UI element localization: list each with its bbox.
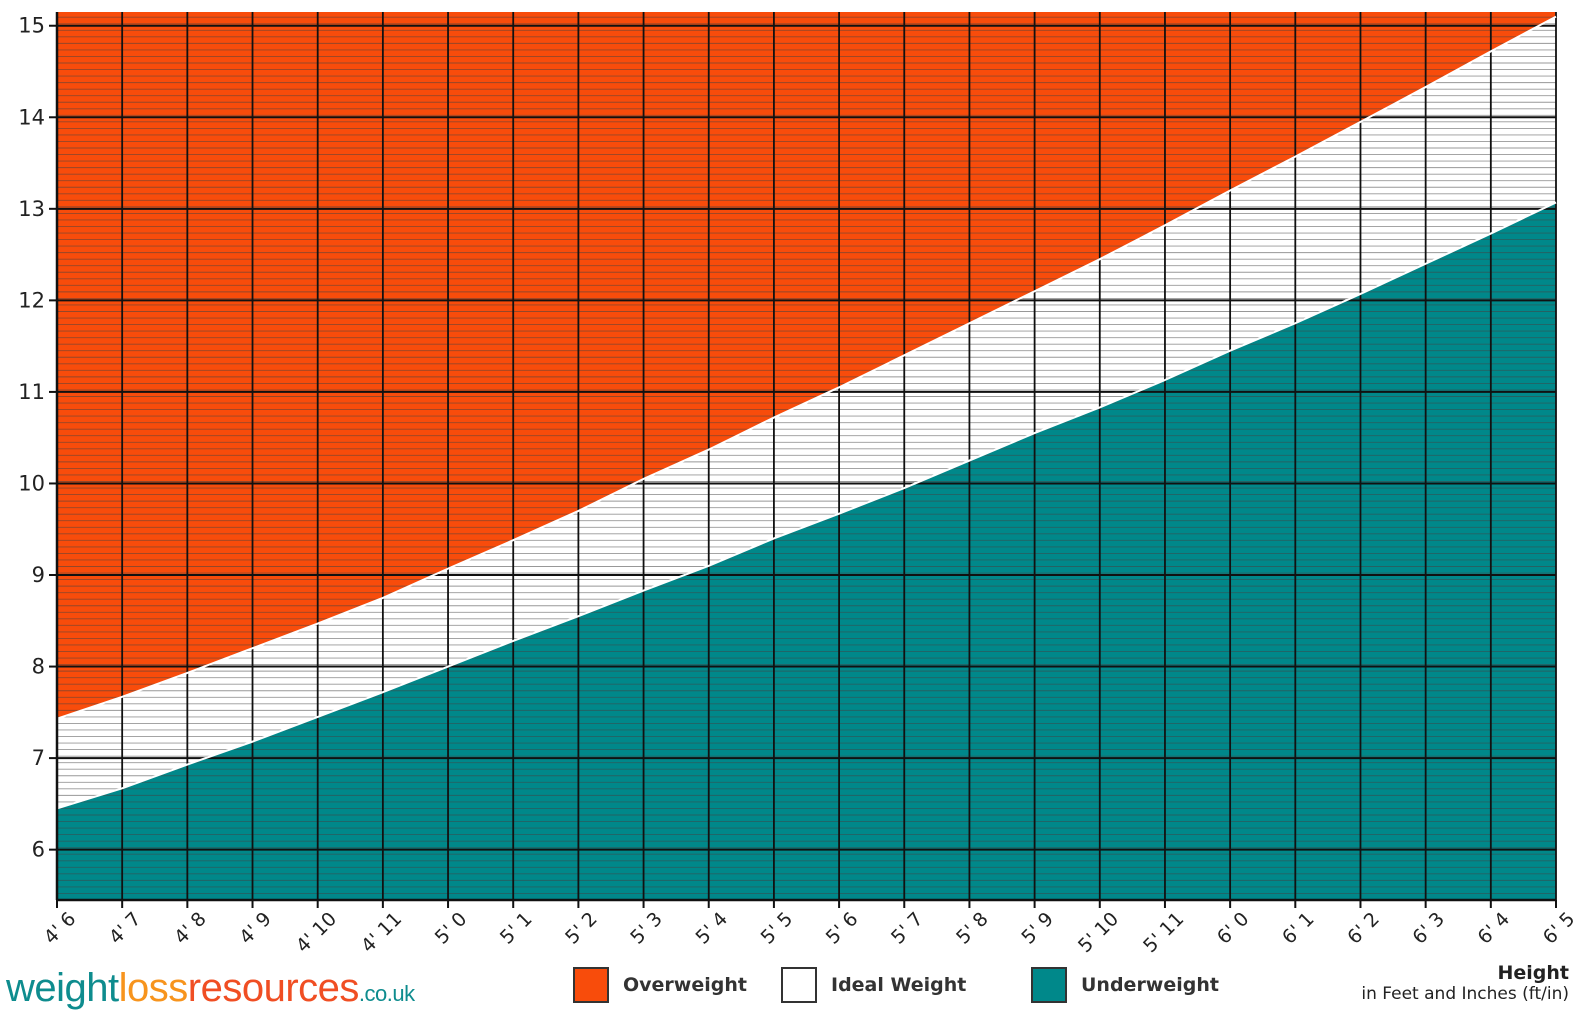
logo-part-weight: weight [6,966,119,1010]
x-tick-label: 6' 4 [1474,908,1515,949]
x-tick-label: 5' 1 [496,908,537,949]
x-tick-label: 5' 4 [691,908,732,949]
x-tick-label: 6' 5 [1539,908,1580,949]
legend-swatch-ideal [781,967,817,1003]
x-tick-label: 4' 9 [235,908,276,949]
legend-label-underweight: Underweight [1081,974,1219,996]
x-tick-label: 5' 8 [952,908,993,949]
legend-ideal: Ideal Weight [781,965,966,1005]
x-tick-label: 4' 10 [292,908,341,957]
x-tick-label: 6' 2 [1343,908,1384,949]
x-tick-label: 5' 6 [822,908,863,949]
site-logo: weightlossresources.co.uk [6,966,415,1011]
y-tick-label: 6 [32,838,45,862]
x-axis-title: Height in Feet and Inches (ft/in) [1361,962,1569,1004]
x-tick-label: 5' 5 [757,908,798,949]
y-tick-label: 12 [18,288,45,312]
area-overweight [57,12,1556,719]
y-tick-label: 11 [18,380,45,404]
x-tick-label: 4' 8 [170,908,211,949]
x-tick-label: 5' 7 [887,908,928,949]
x-tick-label: 5' 2 [561,908,602,949]
x-tick-label: 5' 3 [626,908,667,949]
x-tick-label: 5' 0 [431,908,472,949]
logo-part-resources: resources [187,966,360,1010]
legend-underweight: Underweight [1031,965,1219,1005]
logo-part-loss: loss [118,966,189,1010]
y-tick-label: 15 [18,14,45,38]
area-ideal-weight [57,16,1556,809]
x-tick-label: 4' 7 [105,908,146,949]
boundary-ideal-underweight [56,201,1557,810]
legend-swatch-overweight [573,967,609,1003]
legend-swatch-underweight [1031,967,1067,1003]
legend-label-ideal: Ideal Weight [831,974,967,996]
x-tick-label: 5' 11 [1139,908,1188,957]
y-tick-label: 10 [18,471,45,495]
x-tick-label: 4' 6 [40,908,81,949]
y-tick-label: 8 [32,655,45,679]
x-tick-label: 4' 11 [357,908,406,957]
x-tick-label: 5' 10 [1074,908,1123,957]
legend-overweight: Overweight [573,965,747,1005]
y-tick-label: 7 [32,746,45,770]
y-tick-label: 13 [18,197,45,221]
x-tick-label: 6' 3 [1408,908,1449,949]
logo-part-tld: .co.uk [358,981,415,1006]
legend-label-overweight: Overweight [623,974,747,996]
x-axis-title-main: Height [1497,962,1569,984]
x-tick-label: 5' 9 [1017,908,1058,949]
y-tick-label: 14 [18,105,45,129]
boundary-overweight-ideal [56,15,1557,720]
x-tick-label: 6' 1 [1278,908,1319,949]
y-tick-label: 9 [32,563,45,587]
x-tick-label: 6' 0 [1213,908,1254,949]
x-axis-title-sub: in Feet and Inches (ft/in) [1361,984,1569,1004]
